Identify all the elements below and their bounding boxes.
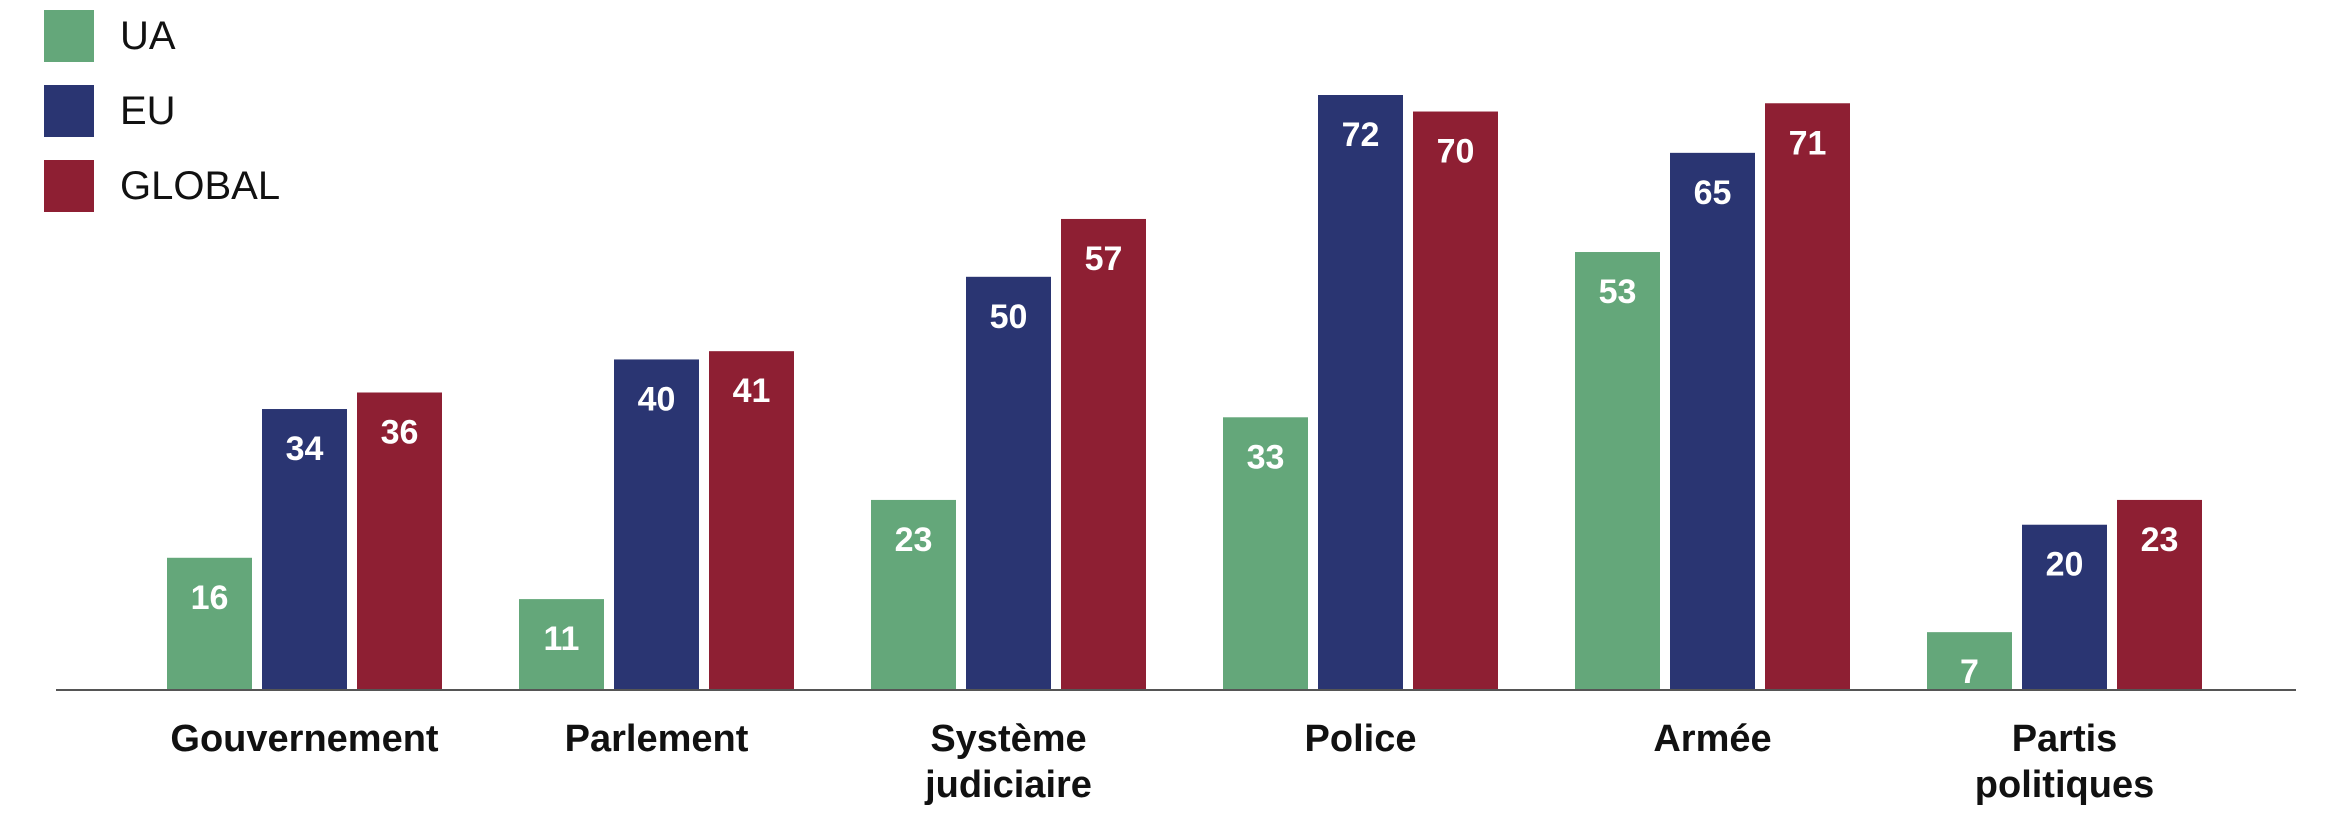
bar-ua-0: [167, 557, 252, 690]
bar-ua-5: [1927, 632, 2012, 690]
category-label-5-line-1: politiques: [1975, 764, 2154, 806]
bar-value-label-global-5: 23: [2141, 521, 2179, 559]
bar-eu-1: [614, 359, 699, 690]
bar-ua-3: [1223, 417, 1308, 690]
bar-global-0: [357, 392, 442, 690]
bar-value-label-eu-2: 50: [990, 298, 1028, 336]
legend-label-ua: UA: [120, 13, 176, 58]
bar-value-label-ua-1: 11: [544, 620, 580, 658]
bar-global-5: [2117, 499, 2202, 690]
bar-eu-3: [1318, 95, 1403, 690]
legend-swatch-global: [44, 160, 94, 212]
category-label-5-line-0: Partis: [2012, 718, 2118, 760]
bar-eu-2: [966, 276, 1051, 690]
bar-value-label-eu-1: 40: [638, 380, 676, 418]
legend-item-ua: UA: [44, 10, 280, 62]
bar-value-label-ua-4: 53: [1599, 273, 1637, 311]
bar-eu-0: [262, 409, 347, 690]
category-label-0-line-0: Gouvernement: [170, 718, 439, 760]
legend-swatch-eu: [44, 85, 94, 137]
bar-global-4: [1765, 103, 1850, 690]
bar-value-label-global-3: 70: [1437, 133, 1475, 171]
bar-value-label-global-2: 57: [1085, 240, 1123, 278]
bar-value-label-eu-3: 72: [1342, 116, 1380, 154]
bar-value-label-eu-0: 34: [286, 430, 324, 468]
bar-value-label-eu-4: 65: [1694, 174, 1732, 212]
category-label-2-line-0: Système: [930, 718, 1086, 760]
bar-global-1: [709, 351, 794, 690]
bar-eu-4: [1670, 152, 1755, 690]
legend-item-global: GLOBAL: [44, 160, 280, 212]
legend-swatch-ua: [44, 10, 94, 62]
bar-value-label-ua-3: 33: [1247, 438, 1285, 476]
legend: UA EU GLOBAL: [44, 10, 280, 235]
bar-eu-5: [2022, 524, 2107, 690]
bar-value-label-ua-5: 7: [1960, 653, 1979, 691]
bar-value-label-global-0: 36: [381, 414, 419, 452]
bar-value-label-global-1: 41: [733, 372, 771, 410]
bar-value-label-global-4: 71: [1789, 124, 1827, 162]
category-label-4-line-0: Armée: [1653, 718, 1771, 760]
bar-value-label-eu-5: 20: [2046, 546, 2084, 584]
bar-ua-1: [519, 599, 604, 690]
bar-global-3: [1413, 111, 1498, 691]
bar-global-2: [1061, 218, 1146, 691]
bar-ua-4: [1575, 252, 1660, 690]
bar-value-label-ua-0: 16: [191, 579, 229, 617]
legend-label-global: GLOBAL: [120, 163, 281, 208]
category-label-3-line-0: Police: [1305, 718, 1417, 760]
legend-label-eu: EU: [120, 88, 176, 133]
category-label-2-line-1: judiciaire: [924, 764, 1092, 806]
category-label-1-line-0: Parlement: [565, 718, 749, 760]
bar-ua-2: [871, 499, 956, 690]
bar-value-label-ua-2: 23: [895, 521, 933, 559]
legend-item-eu: EU: [44, 85, 280, 137]
